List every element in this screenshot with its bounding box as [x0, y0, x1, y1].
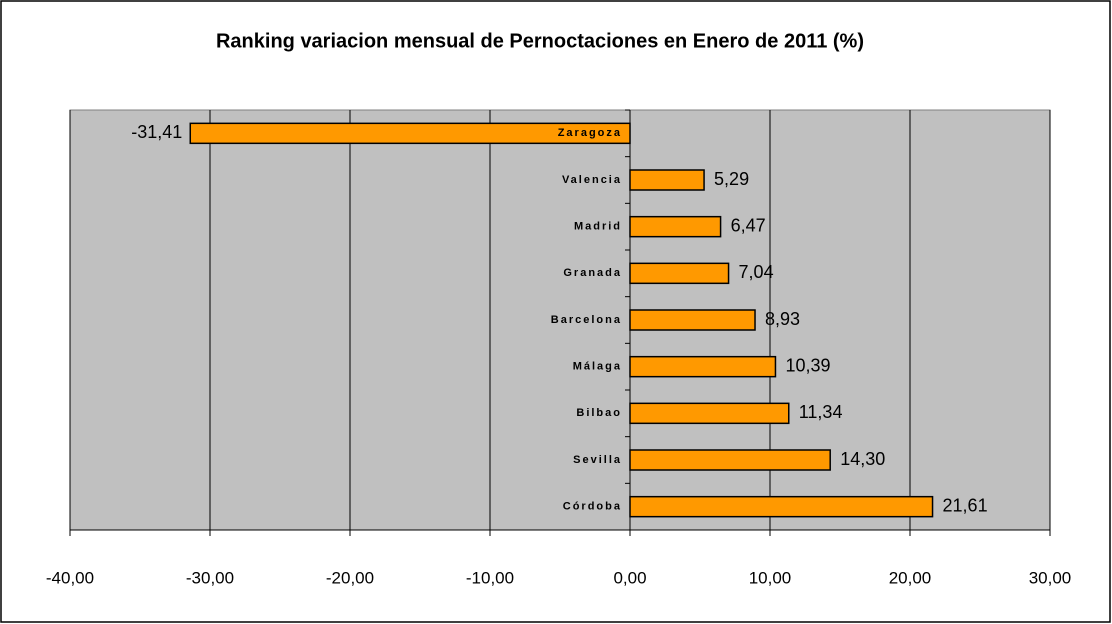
- value-label: 5,29: [714, 169, 749, 189]
- category-label: Madrid: [574, 221, 622, 233]
- value-label: 7,04: [739, 262, 774, 282]
- bar: [629, 309, 756, 331]
- bar: [629, 495, 934, 518]
- x-tick-label: -20,00: [326, 568, 374, 587]
- x-tick-label: 30,00: [1029, 568, 1072, 587]
- x-tick-label: 10,00: [749, 568, 792, 587]
- value-label: 21,61: [943, 495, 988, 515]
- value-label: 11,34: [799, 402, 843, 422]
- category-label: Zaragoza: [558, 127, 622, 139]
- category-label: Granada: [563, 267, 622, 279]
- x-tick-label: -40,00: [46, 568, 94, 587]
- value-label: 6,47: [731, 215, 766, 235]
- x-tick-label: 0,00: [613, 568, 646, 587]
- bar: [189, 122, 631, 145]
- bar: [629, 402, 790, 425]
- category-label: Valencia: [562, 174, 622, 186]
- bar: [629, 262, 730, 285]
- value-label: 10,39: [785, 355, 830, 375]
- category-label: Bilbao: [576, 407, 622, 419]
- bar: [629, 169, 705, 191]
- bar: [629, 355, 777, 378]
- x-tick-label: 20,00: [889, 568, 932, 587]
- value-label: 8,93: [765, 309, 800, 329]
- x-tick-label: -30,00: [186, 568, 234, 587]
- bar: [629, 215, 722, 238]
- chart-title: Ranking variacion mensual de Pernoctacio…: [216, 30, 864, 52]
- x-tick-label: -10,00: [466, 568, 514, 587]
- category-label: Málaga: [573, 361, 622, 373]
- value-label: -31,41: [131, 122, 182, 142]
- bar: [629, 449, 831, 471]
- category-label: Córdoba: [563, 501, 622, 513]
- plot-area: [69, 109, 1051, 531]
- value-label: 14,30: [840, 449, 885, 469]
- category-label: Barcelona: [551, 314, 622, 326]
- category-label: Sevilla: [573, 454, 622, 466]
